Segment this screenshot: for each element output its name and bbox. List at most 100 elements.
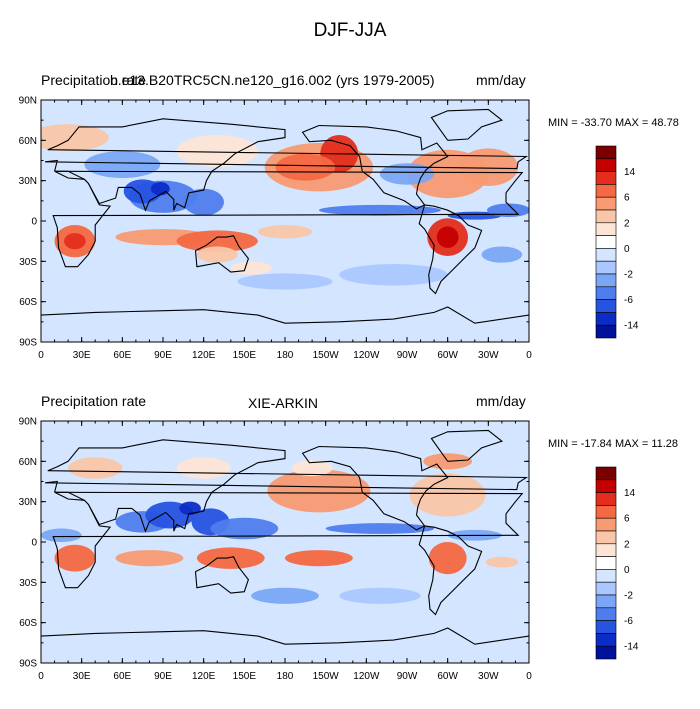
case-label: XIE-ARKIN [248,395,319,411]
colorbar-label: -2 [624,591,633,602]
eurasia-coast [45,118,529,212]
north-america-coast [301,445,449,531]
lat-label: 60N [19,136,37,147]
africa-coast [52,491,524,589]
anomaly-region [251,587,319,604]
lat-label: 30N [19,497,37,508]
lat-label: 30N [19,176,37,187]
colorbar-label: 14 [624,488,636,499]
lat-label: 60N [19,457,37,468]
lat-label: 60S [19,297,37,308]
colorbar-label: 6 [624,514,630,525]
lon-label: 60W [437,671,458,682]
greenland-coast [430,108,504,141]
anomaly-region [41,528,82,542]
antarctica-coast [41,627,529,645]
anomaly-region [176,230,258,252]
colorbar-label: 6 [624,193,630,204]
anomaly-region [230,261,272,275]
anomaly-region [179,501,201,516]
colorbar-label: 0 [624,244,630,255]
anomaly-region [68,457,123,479]
lon-label: 120W [353,350,380,361]
anomaly-region [237,273,333,290]
lon-label: 0 [526,671,532,682]
colorbar-swatch [595,530,617,545]
anomaly-region [458,148,519,187]
lon-label: 0 [526,350,532,361]
colorbar-swatch [595,492,617,506]
colorbar-label: -14 [624,321,639,332]
eurasia-coast [0,119,38,210]
lat-label: 30S [19,257,37,268]
coastlines [41,429,529,645]
colorbar: 14 6 2 0 -2 -6 -14 [595,466,639,660]
case-label: b.e13.B20TRC5CN.ne120_g16.002 (yrs 1979-… [110,72,435,88]
colorbar-label: 2 [624,218,630,229]
units-label: mm/day [476,393,526,409]
coastlines [0,108,529,324]
greenland-coast [430,429,504,462]
colorbar-swatch [595,312,617,326]
africa-coast [52,170,524,268]
lon-label: 30W [478,671,499,682]
lat-label: 90N [19,417,37,428]
variable-label: Precipitation rate [41,72,147,88]
anomaly-region [436,226,459,248]
colorbar-swatch [595,235,617,249]
colorbar-swatch [595,324,617,339]
lat-label: 90S [19,659,37,670]
colorbar-label: -6 [624,295,633,306]
lon-label: 90E [154,671,172,682]
australia-coast [194,235,250,273]
colorbar-swatch [595,620,617,634]
lon-label: 60W [437,350,458,361]
south-america-coast [418,525,483,616]
colorbar-swatch [595,299,617,313]
lon-label: 0 [38,671,44,682]
lat-label: 0 [31,538,37,549]
anomaly-region [176,457,231,479]
colorbar-swatch [595,569,617,583]
colorbar-swatch [595,171,617,185]
colorbar-swatch [595,517,617,532]
colorbar-swatch [595,196,617,211]
anomaly-region [481,246,523,263]
page-title: DJF-JJA [313,20,387,41]
eurasia-coast [45,439,529,533]
anomaly-region [325,523,435,534]
lon-label: 30E [73,350,91,361]
lon-label: 30W [478,350,499,361]
lon-label: 150E [233,350,257,361]
anomaly-region [115,550,184,567]
colorbar-swatch [595,145,617,160]
lon-label: 180 [277,350,294,361]
anomaly-region [285,550,353,567]
colorbar-swatch [595,209,617,224]
colorbar-swatch [595,248,617,262]
minmax-label: MIN = -33.70 MAX = 48.78 [548,117,679,129]
anomaly-region [150,182,170,196]
anomaly-region [339,587,421,604]
colorbar-swatch [595,594,617,609]
map-panel-obs: Precipitation rate XIE-ARKIN mm/day MIN … [0,389,700,709]
anomaly-region [257,225,313,239]
anomaly-region [64,233,86,250]
anomaly-region [428,542,467,575]
lon-label: 90W [397,671,418,682]
colorbar-swatch [595,645,617,660]
lon-label: 150E [233,671,257,682]
colorbar-swatch [595,556,617,570]
units-label: mm/day [476,72,526,88]
variable-label: Precipitation rate [41,393,147,409]
anomaly-region [84,151,161,178]
anomaly-region [41,124,109,152]
colorbar-swatch [595,505,617,519]
colorbar-label: 2 [624,539,630,550]
anomaly-region [183,188,225,216]
anomaly-region [54,544,96,572]
lat-label: 90S [19,338,37,349]
lat-label: 30S [19,578,37,589]
colorbar-label: 14 [624,167,636,178]
